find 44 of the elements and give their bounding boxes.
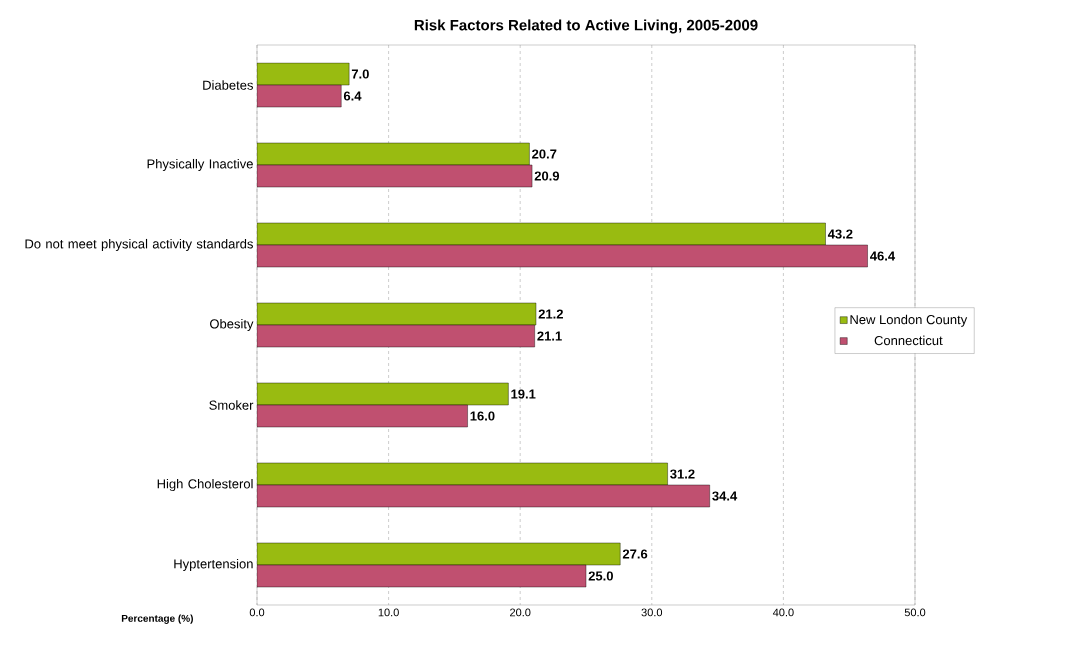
data-label: 6.4 xyxy=(343,91,362,101)
data-label: 27.6 xyxy=(622,549,648,559)
x-tick-label: 40.0 xyxy=(772,608,794,617)
bar xyxy=(257,142,530,166)
data-label: 20.7 xyxy=(532,149,557,159)
y-tick-label: High Cholesterol xyxy=(157,478,253,492)
y-tick-label: Do not meet physical activity standards xyxy=(25,238,253,252)
data-label: 21.1 xyxy=(537,331,562,341)
y-tick-label: Physically Inactive xyxy=(147,158,253,172)
data-label: 31.2 xyxy=(670,469,695,479)
y-tick-label: Hyptertension xyxy=(174,558,253,572)
bar xyxy=(257,164,533,188)
data-label: 43.2 xyxy=(827,229,853,239)
x-tick-label: 10.0 xyxy=(378,608,399,617)
bar xyxy=(257,84,342,108)
bar xyxy=(257,542,621,566)
bar xyxy=(257,462,668,486)
x-axis-title: Percentage (%) xyxy=(121,614,193,624)
y-tick-label: Diabetes xyxy=(203,80,253,90)
data-label: 25.0 xyxy=(588,571,613,581)
bar xyxy=(257,382,509,406)
y-tick-label: Smoker xyxy=(209,400,254,410)
legend-label: New London County xyxy=(850,314,968,327)
x-tick-label: 30.0 xyxy=(641,608,663,617)
bar xyxy=(257,324,535,348)
bar xyxy=(257,302,537,326)
legend-label: Connecticut xyxy=(874,335,943,346)
bar xyxy=(257,222,826,246)
bar xyxy=(257,564,587,588)
data-label: 34.4 xyxy=(712,491,738,501)
data-label: 20.9 xyxy=(534,171,560,181)
data-label: 7.0 xyxy=(351,69,369,79)
chart-title: Risk Factors Related to Active Living, 2005-2009 xyxy=(414,19,758,34)
y-tick-label: Obesity xyxy=(210,318,254,332)
data-label: 19.1 xyxy=(511,389,536,399)
x-tick-label: 20.0 xyxy=(510,608,531,617)
bar xyxy=(257,244,868,268)
data-label: 16.0 xyxy=(470,411,495,421)
data-label: 21.2 xyxy=(538,309,563,319)
bar xyxy=(257,484,710,508)
x-tick-label: 0.0 xyxy=(249,608,265,617)
data-label: 46.4 xyxy=(870,251,896,261)
x-tick-label: 50.0 xyxy=(904,608,926,617)
bar xyxy=(257,404,468,428)
